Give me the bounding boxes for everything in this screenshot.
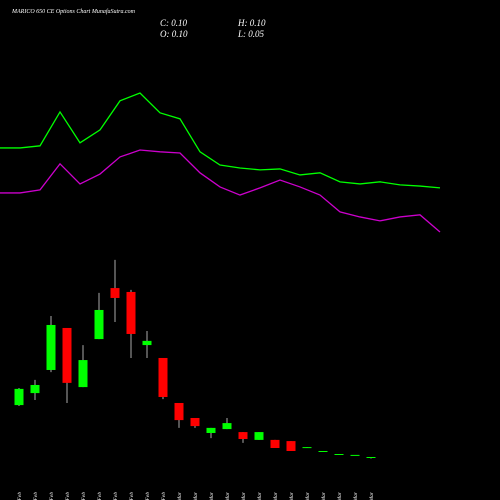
ma-line bbox=[0, 149, 441, 233]
x-tick-label: 20 Feb bbox=[81, 492, 87, 500]
header-low: L: 0.05 bbox=[237, 29, 265, 39]
chart-title: MARICO 650 CE Options Chart MunafaSutra.… bbox=[11, 8, 136, 15]
x-tick-label: 16 Mar bbox=[321, 491, 327, 500]
candle-body bbox=[254, 432, 264, 440]
candle-body bbox=[62, 327, 72, 383]
candle-body bbox=[158, 357, 168, 397]
candle-body bbox=[46, 324, 56, 370]
x-tick-label: 27 Feb bbox=[161, 492, 167, 500]
x-tick-label: 19 Feb bbox=[65, 492, 71, 500]
candle-body bbox=[206, 427, 216, 433]
candle-body bbox=[14, 388, 24, 406]
candle-body bbox=[366, 456, 376, 458]
candle-body bbox=[126, 291, 136, 334]
x-tick-label: 26 Feb bbox=[145, 492, 151, 500]
x-tick-label: 04 Mar bbox=[192, 491, 199, 500]
candle-body bbox=[238, 432, 248, 439]
candle-body bbox=[302, 447, 312, 449]
x-tick-label: 09 Mar bbox=[241, 491, 247, 500]
candle-body bbox=[222, 423, 232, 430]
x-tick-label: 25 Feb bbox=[129, 492, 135, 500]
candle-body bbox=[94, 309, 104, 340]
x-tick-label: 06 Mar bbox=[225, 491, 231, 500]
candle-body bbox=[174, 402, 184, 421]
header-open: O: 0.10 bbox=[160, 29, 188, 39]
x-tick-label: 13 Mar bbox=[305, 491, 311, 500]
x-tick-label: 18 Feb bbox=[49, 492, 55, 500]
header-high: H: 0.10 bbox=[237, 18, 266, 28]
x-tick-label: 10 Mar bbox=[257, 491, 263, 500]
candle-body bbox=[334, 453, 344, 455]
candle-body bbox=[110, 288, 120, 298]
candle-body bbox=[286, 441, 296, 451]
candle-body bbox=[30, 384, 40, 394]
x-tick-label: 17 Feb bbox=[33, 492, 39, 500]
x-tick-label: 16 Feb bbox=[17, 492, 23, 500]
x-tick-label: 02 Mar bbox=[177, 491, 183, 500]
candle-body bbox=[142, 340, 152, 346]
x-tick-label: 12 Mar bbox=[289, 491, 295, 500]
x-tick-label: 05 Mar bbox=[209, 491, 215, 500]
x-tick-label: 23 Feb bbox=[97, 492, 103, 500]
candle-body bbox=[270, 439, 280, 448]
x-tick-label: 24 Feb bbox=[112, 492, 119, 500]
ma-line bbox=[0, 92, 441, 189]
candle-body bbox=[78, 360, 88, 388]
candle-body bbox=[350, 454, 360, 456]
header-close: C: 0.10 bbox=[160, 18, 188, 28]
candle-body bbox=[190, 417, 200, 427]
x-tick-label: 19 Mar bbox=[369, 491, 375, 500]
candle-body bbox=[318, 450, 328, 452]
x-tick-label: 17 Mar bbox=[337, 491, 343, 500]
x-tick-label: 11 Mar bbox=[273, 491, 279, 500]
x-tick-label: 18 Mar bbox=[353, 491, 359, 500]
